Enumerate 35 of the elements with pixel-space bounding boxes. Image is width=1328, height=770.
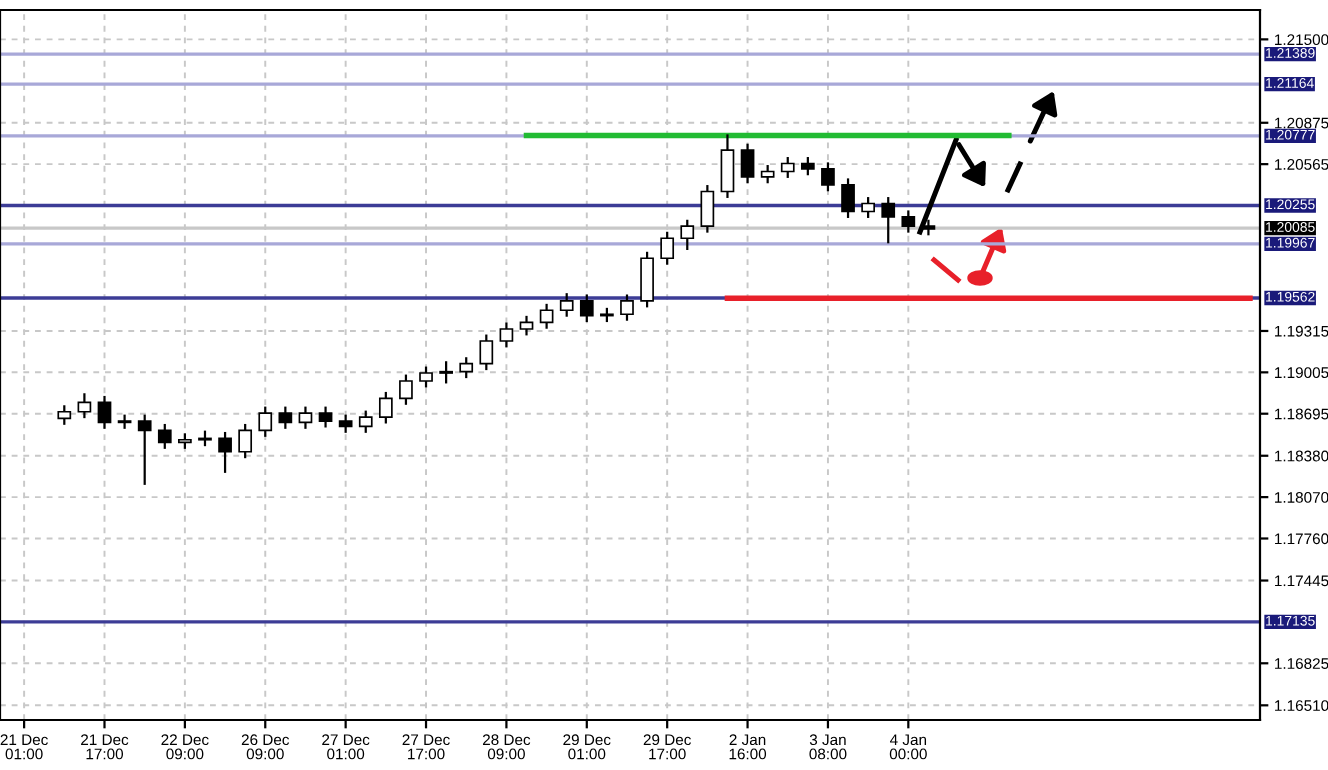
candlestick	[640, 251, 654, 308]
candlestick	[218, 431, 232, 473]
candlestick	[258, 406, 273, 437]
candlestick	[238, 423, 253, 459]
candlestick	[841, 178, 855, 218]
candlestick	[579, 294, 594, 323]
candlestick	[97, 395, 112, 429]
candlestick	[720, 134, 735, 198]
candlestick	[137, 414, 152, 485]
candlestick	[479, 334, 494, 371]
candlestick	[358, 410, 373, 433]
candlestick	[298, 406, 313, 429]
candlestick	[419, 366, 433, 388]
candlestick	[660, 231, 675, 265]
candlestick	[881, 197, 896, 244]
candlestick	[740, 143, 755, 184]
candlestick	[559, 293, 574, 317]
candlestick	[539, 303, 554, 329]
candlestick	[439, 361, 453, 384]
candlestick	[278, 406, 293, 429]
candlestick	[499, 322, 514, 348]
candlestick	[620, 294, 634, 321]
candlestick	[378, 391, 393, 424]
candlestick	[780, 157, 795, 178]
candlestick	[399, 374, 413, 405]
candlestick	[77, 393, 92, 419]
candlestick	[459, 357, 474, 379]
candlestick	[821, 162, 835, 192]
candlestick	[861, 197, 875, 218]
candlestick	[680, 219, 695, 250]
candlestick	[901, 210, 916, 233]
candlestick	[157, 423, 172, 449]
candlestick	[117, 414, 132, 429]
candlestick	[318, 406, 333, 428]
candlestick	[700, 185, 715, 233]
